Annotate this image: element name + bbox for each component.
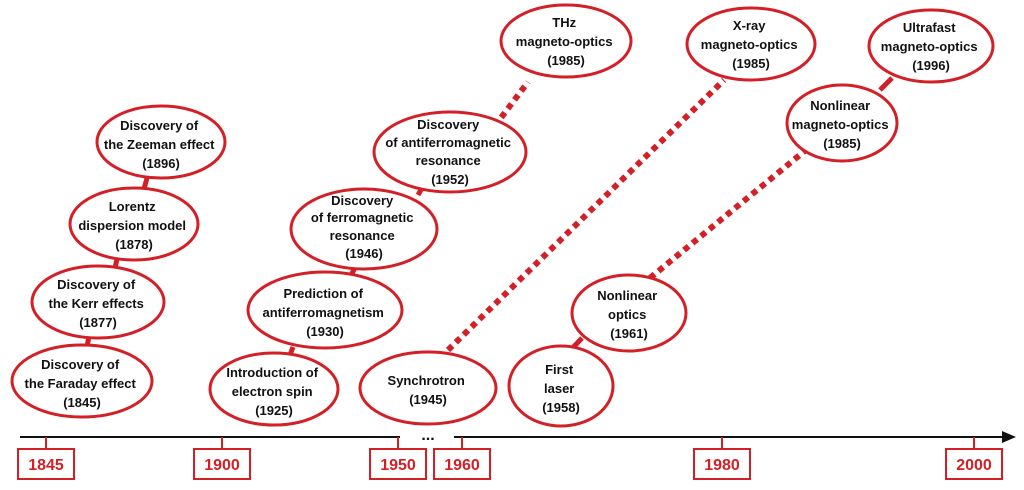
connector-nlmo-ultrafast xyxy=(878,76,894,92)
node-xray: X-ray magneto-optics (1985) xyxy=(685,6,817,82)
year-label-1845: 1845 xyxy=(17,448,75,480)
year-label-1980: 1980 xyxy=(693,448,751,480)
node-faraday-text: Discovery of the Faraday effect (1845) xyxy=(25,357,140,410)
connector-nlo-nlmo xyxy=(648,142,814,281)
svg-text:1960: 1960 xyxy=(444,457,480,474)
axis-break-marker: ... xyxy=(421,427,434,444)
node-afmr: Discovery of antiferromagnetic resonance… xyxy=(372,110,528,194)
node-nlmo-text: Nonlinear magneto-optics (1985) xyxy=(792,98,892,151)
svg-text:1950: 1950 xyxy=(380,457,416,474)
year-label-1960: 1960 xyxy=(433,448,491,480)
node-laser-text: First laser (1958) xyxy=(542,362,580,415)
node-laser: First laser (1958) xyxy=(507,344,615,428)
year-label-2000: 2000 xyxy=(945,448,1003,480)
svg-text:1900: 1900 xyxy=(204,457,240,474)
node-nlo: Nonlinear optics (1961) xyxy=(570,273,688,353)
node-synchrotron: Synchrotron (1945) xyxy=(358,350,498,426)
node-kerr: Discovery of the Kerr effects (1877) xyxy=(30,264,166,340)
node-nlo-text: Nonlinear optics (1961) xyxy=(597,288,661,341)
svg-text:1980: 1980 xyxy=(704,457,740,474)
node-lorentz-text: Lorentz dispersion model (1878) xyxy=(78,199,189,252)
year-label-1950: 1950 xyxy=(369,448,427,480)
node-lorentz: Lorentz dispersion model (1878) xyxy=(68,186,200,262)
node-afm-pred: Prediction of antiferromagnetism (1930) xyxy=(246,270,404,350)
node-ultrafast-text: Ultrafast magneto-optics (1996) xyxy=(881,20,981,73)
svg-text:2000: 2000 xyxy=(956,457,992,474)
node-ultrafast: Ultrafast magneto-optics (1996) xyxy=(867,8,995,84)
node-kerr-text: Discovery of the Kerr effects (1877) xyxy=(49,277,148,330)
node-synchrotron-text: Synchrotron (1945) xyxy=(388,373,469,407)
svg-text:1845: 1845 xyxy=(28,457,64,474)
axis-arrow-icon xyxy=(1002,431,1016,443)
node-spin-text: Introduction of electron spin (1925) xyxy=(226,365,321,418)
node-zeeman-text: Discovery of the Zeeman effect (1896) xyxy=(104,118,218,171)
node-spin: Introduction of electron spin (1925) xyxy=(208,351,340,427)
timeline-axis: ... 1845 1900 1950 1960 1980 2000 xyxy=(17,427,1016,480)
node-zeeman: Discovery of the Zeeman effect (1896) xyxy=(95,104,227,180)
node-thz-text: THz magneto-optics (1985) xyxy=(516,15,616,68)
node-afm-pred-text: Prediction of antiferromagnetism (1930) xyxy=(263,286,388,339)
node-xray-text: X-ray magneto-optics (1985) xyxy=(701,18,801,71)
node-thz: THz magneto-optics (1985) xyxy=(499,3,633,79)
node-nlmo: Nonlinear magneto-optics (1985) xyxy=(785,83,899,163)
node-fmr: Discovery of ferromagnetic resonance (19… xyxy=(289,187,439,271)
connector-synchrotron-xray xyxy=(445,77,727,353)
node-faraday: Discovery of the Faraday effect (1845) xyxy=(10,343,154,419)
year-label-1900: 1900 xyxy=(193,448,251,480)
node-fmr-text: Discovery of ferromagnetic resonance (19… xyxy=(311,193,417,261)
node-afmr-text: Discovery of antiferromagnetic resonance… xyxy=(385,117,514,187)
